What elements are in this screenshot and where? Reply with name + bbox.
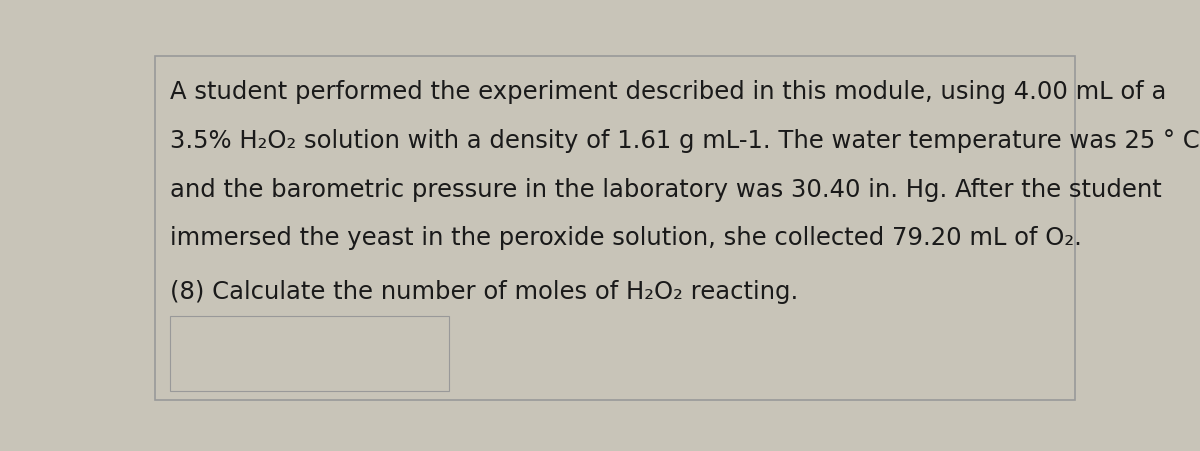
Text: and the barometric pressure in the laboratory was 30.40 in. Hg. After the studen: and the barometric pressure in the labor… <box>170 178 1163 202</box>
Text: 3.5% H₂O₂ solution with a density of 1.61 g mL-1. The water temperature was 25 °: 3.5% H₂O₂ solution with a density of 1.6… <box>170 129 1200 153</box>
Text: A student performed the experiment described in this module, using 4.00 mL of a: A student performed the experiment descr… <box>170 80 1166 104</box>
Text: immersed the yeast in the peroxide solution, she collected 79.20 mL of O₂.: immersed the yeast in the peroxide solut… <box>170 226 1082 250</box>
Text: (8) Calculate the number of moles of H₂O₂ reacting.: (8) Calculate the number of moles of H₂O… <box>170 280 799 304</box>
Bar <box>170 316 450 391</box>
